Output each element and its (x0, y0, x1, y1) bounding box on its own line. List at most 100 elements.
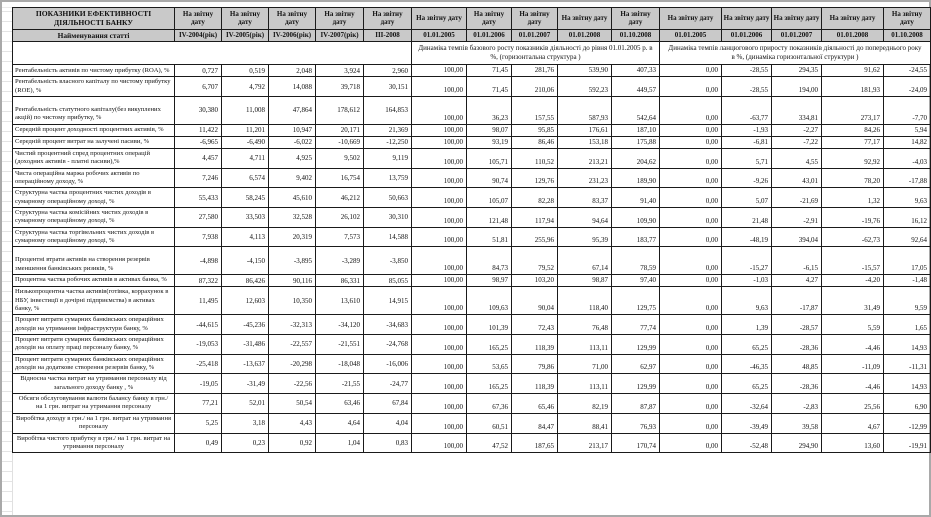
period-value-cell: -24,77 (363, 373, 412, 395)
chain-growth-cell: 14,82 (883, 135, 931, 149)
table-row: Виробітка доходу в грн./ на 1 грн. витра… (12, 412, 931, 434)
base-growth-cell: 95,85 (511, 123, 558, 137)
row-label: Середній процент витрат на залучені паси… (12, 135, 175, 149)
period-value-cell: -3,289 (315, 246, 364, 276)
chain-growth-cell: 1,39 (721, 314, 772, 335)
base-date-header: 01.01.2006 (466, 28, 512, 43)
period-value-cell: -12,250 (363, 135, 412, 149)
chain-date-header: 01.01.2007 (771, 28, 822, 43)
period-value-cell: 4,457 (174, 147, 222, 169)
row-label: Обсяги обслуговування валюти балансу бан… (12, 393, 175, 414)
period-value-cell: 39,718 (315, 76, 364, 98)
table-title: ПОКАЗНИКИ ЕФЕКТИВНОСТІ ДІЯЛЬНОСТІ БАНКУ (12, 7, 175, 30)
period-value-cell: 3,18 (221, 412, 269, 434)
base-growth-cell: 213,17 (557, 432, 612, 454)
period-value-cell: 7,938 (174, 226, 222, 248)
period-value-cell: -10,669 (315, 135, 364, 149)
chain-growth-cell: 4,27 (771, 274, 822, 288)
chain-growth-cell: 1,32 (821, 187, 884, 208)
chain-growth-cell: 0,00 (659, 286, 722, 316)
chain-growth-cell: -7,22 (771, 135, 822, 149)
period-value-cell: 90,116 (268, 274, 316, 288)
base-growth-cell: 100,00 (411, 135, 467, 149)
period-value-cell: 4,925 (268, 147, 316, 169)
chain-growth-cell: 5,71 (721, 147, 772, 169)
chain-growth-cell: -17,87 (771, 286, 822, 316)
chain-growth-cell: -2,27 (771, 123, 822, 137)
chain-growth-cell: 0,00 (659, 187, 722, 208)
chain-growth-cell: 294,35 (771, 64, 822, 78)
base-growth-cell: 157,55 (511, 96, 558, 125)
base-growth-cell: 98,87 (557, 274, 612, 288)
period-value-cell: 0,727 (174, 64, 222, 78)
period-value-cell: -45,236 (221, 314, 269, 335)
chain-growth-cell: 181,93 (821, 76, 884, 98)
chain-growth-cell: 0,00 (659, 64, 722, 78)
period-value-cell: -25,418 (174, 353, 222, 375)
report-date-header: На звітну дату (315, 7, 364, 30)
chain-growth-cell: 9,59 (883, 286, 931, 316)
row-label: Чиста операційна маржа робочих активів п… (12, 167, 175, 189)
report-date-header: На звітну дату (659, 7, 722, 30)
table-row: Рентабельність статутного капіталу(без в… (12, 96, 931, 125)
base-growth-cell: 113,11 (557, 333, 612, 355)
chain-growth-cell: -7,70 (883, 96, 931, 125)
chain-growth-cell: 43,01 (771, 167, 822, 189)
period-value-cell: 87,322 (174, 274, 222, 288)
period-value-cell: -21,55 (315, 373, 364, 395)
base-growth-cell: 67,14 (557, 246, 612, 276)
base-growth-cell: 77,74 (611, 314, 660, 335)
chain-growth-cell: -24,09 (883, 76, 931, 98)
chain-growth-cell: -6,81 (721, 135, 772, 149)
chain-growth-cell: 0,00 (659, 76, 722, 98)
period-value-cell: 9,402 (268, 167, 316, 189)
chain-growth-cell: -2,83 (771, 393, 822, 414)
chain-growth-cell: 0,00 (659, 314, 722, 335)
period-column-header: IV-2006(рік) (268, 28, 316, 43)
period-value-cell: 12,603 (221, 286, 269, 316)
chain-growth-caption: Динаміка темпів ланцюгового приросту пок… (659, 41, 931, 66)
base-growth-cell: 113,11 (557, 373, 612, 395)
period-value-cell: 63,46 (315, 393, 364, 414)
base-growth-cell: 103,20 (511, 274, 558, 288)
row-label: Чистий процентний спред процентних опера… (12, 147, 175, 169)
base-growth-cell: 95,39 (557, 226, 612, 248)
chain-growth-cell: -32,64 (721, 393, 772, 414)
base-growth-cell: 165,25 (466, 333, 512, 355)
table-row: Середній процент витрат на залучені паси… (12, 135, 931, 149)
period-value-cell: 58,245 (221, 187, 269, 208)
chain-growth-cell: -1,03 (721, 274, 772, 288)
period-value-cell: 16,754 (315, 167, 364, 189)
table-row: Процент витрати сумарних банківських опе… (12, 314, 931, 335)
chain-growth-cell: 16,12 (883, 207, 931, 228)
period-value-cell: 2,048 (268, 64, 316, 78)
base-growth-cell: 110,52 (511, 147, 558, 169)
period-value-cell: -31,49 (221, 373, 269, 395)
period-value-cell: 30,151 (363, 76, 412, 98)
chain-growth-cell: 84,26 (821, 123, 884, 137)
base-growth-cell: 100,00 (411, 274, 467, 288)
base-growth-cell: 213,21 (557, 147, 612, 169)
period-value-cell: 9,119 (363, 147, 412, 169)
base-growth-cell: 231,23 (557, 167, 612, 189)
chain-growth-cell: -4,03 (883, 147, 931, 169)
chain-growth-cell: -24,55 (883, 64, 931, 78)
report-date-header: На звітну дату (821, 7, 884, 30)
chain-growth-cell: -28,36 (771, 373, 822, 395)
period-value-cell: 33,503 (221, 207, 269, 228)
chain-growth-cell: 0,00 (659, 207, 722, 228)
chain-growth-cell: 0,00 (659, 412, 722, 434)
base-growth-cell: 129,75 (611, 286, 660, 316)
column-dates-row: Найменування статті IV-2004(рік) IV-2005(… (12, 28, 931, 43)
base-growth-cell: 79,86 (511, 353, 558, 375)
period-value-cell: 77,21 (174, 393, 222, 414)
chain-growth-cell: -11,31 (883, 353, 931, 375)
period-value-cell: 67,84 (363, 393, 412, 414)
table-row: Середній процент доходності процентних а… (12, 123, 931, 137)
base-growth-cell: 67,36 (466, 393, 512, 414)
report-date-header: На звітну дату (268, 7, 316, 30)
chain-growth-cell: -62,73 (821, 226, 884, 248)
period-value-cell: 4,113 (221, 226, 269, 248)
period-value-cell: -22,56 (268, 373, 316, 395)
base-growth-cell: 82,28 (511, 187, 558, 208)
